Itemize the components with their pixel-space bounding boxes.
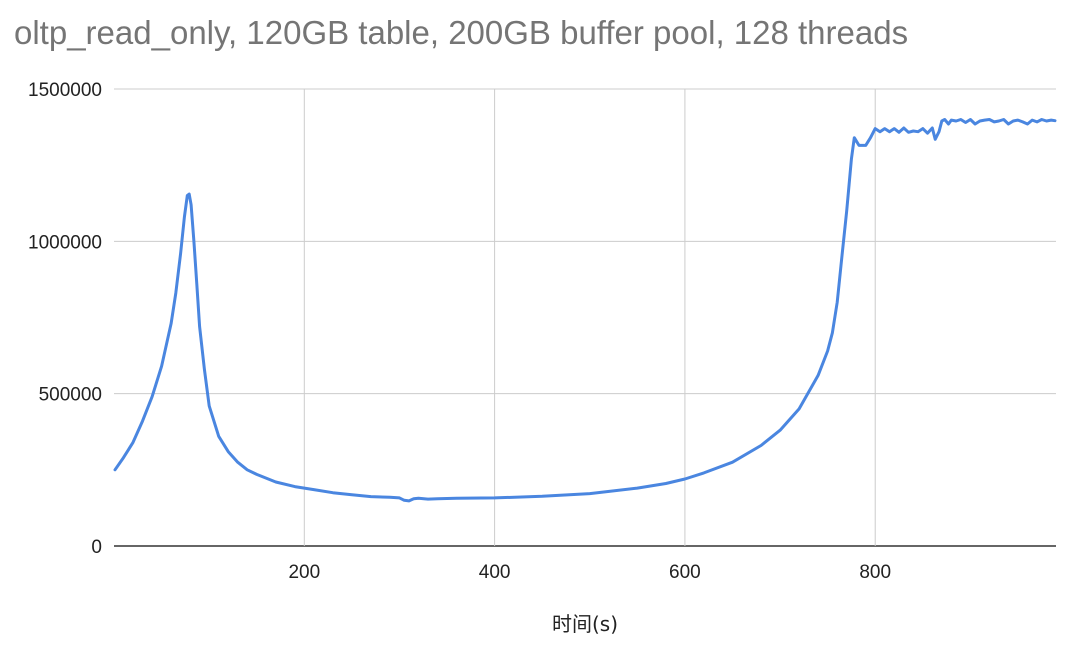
y-tick-label: 500000 (39, 385, 102, 406)
series-line (113, 118, 1057, 503)
x-tick-label: 800 (859, 562, 891, 583)
y-tick-label: 1500000 (28, 80, 102, 101)
x-axis-title: 时间(s) (552, 612, 618, 636)
x-tick-label: 200 (288, 562, 320, 583)
x-tick-label: 600 (669, 562, 701, 583)
y-tick-label: 0 (91, 537, 102, 558)
series-line-group (113, 118, 1057, 503)
y-tick-label: 1000000 (28, 232, 102, 253)
tick-labels: 0 500000 1000000 1500000 200 400 600 800 (28, 80, 891, 583)
x-tick-label: 400 (479, 562, 511, 583)
grid-lines (114, 88, 1056, 547)
chart-title: oltp_read_only, 120GB table, 200GB buffe… (14, 14, 909, 51)
